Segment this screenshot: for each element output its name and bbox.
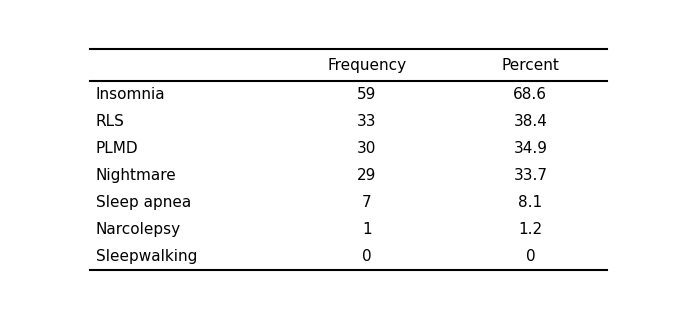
Text: RLS: RLS <box>95 114 124 129</box>
Text: 0: 0 <box>526 249 535 264</box>
Text: 0: 0 <box>362 249 372 264</box>
Text: 7: 7 <box>362 195 372 210</box>
Text: 33.7: 33.7 <box>513 168 547 183</box>
Text: 29: 29 <box>357 168 377 183</box>
Text: 8.1: 8.1 <box>518 195 543 210</box>
Text: Nightmare: Nightmare <box>95 168 176 183</box>
Text: 33: 33 <box>357 114 377 129</box>
Text: PLMD: PLMD <box>95 141 138 156</box>
Text: 38.4: 38.4 <box>513 114 547 129</box>
Text: 30: 30 <box>357 141 377 156</box>
Text: Narcolepsy: Narcolepsy <box>95 222 181 237</box>
Text: Sleep apnea: Sleep apnea <box>95 195 191 210</box>
Text: 68.6: 68.6 <box>513 87 547 102</box>
Text: 1.2: 1.2 <box>518 222 543 237</box>
Text: 59: 59 <box>357 87 377 102</box>
Text: Percent: Percent <box>501 58 559 73</box>
Text: Insomnia: Insomnia <box>95 87 165 102</box>
Text: Sleepwalking: Sleepwalking <box>95 249 197 264</box>
Text: Frequency: Frequency <box>327 58 407 73</box>
Text: 1: 1 <box>362 222 372 237</box>
Text: 34.9: 34.9 <box>513 141 547 156</box>
